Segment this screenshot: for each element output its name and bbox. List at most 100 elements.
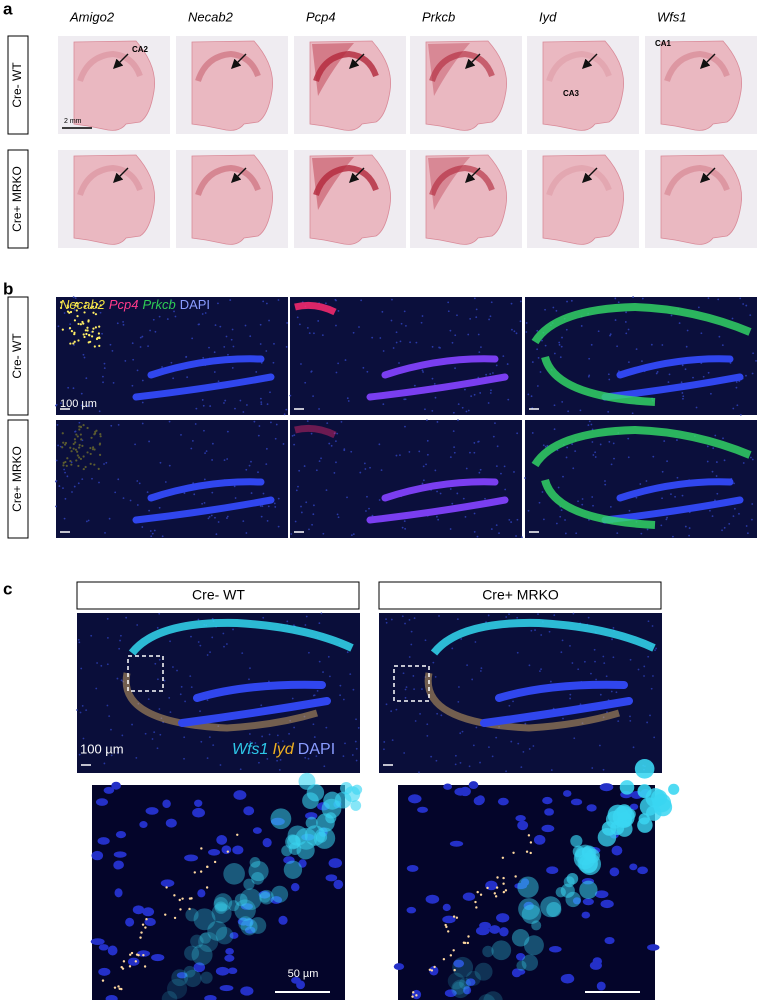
nucleus [532,745,535,747]
nucleus [63,312,66,314]
nucleus [530,629,533,632]
nucleus [553,614,556,617]
cell-signal [298,772,316,790]
cell-signal [185,908,199,922]
nucleus [604,480,606,482]
nucleus [119,639,121,642]
nucleus [107,945,118,956]
signal-dot [97,332,100,335]
nucleus [122,320,125,323]
nucleus [461,406,464,409]
nucleus [574,450,577,453]
nucleus [721,344,724,347]
nucleus [87,519,90,522]
nucleus [148,440,150,443]
nucleus [401,615,404,618]
signal-dot [128,965,132,968]
nucleus [661,470,664,473]
signal-dot [76,454,79,457]
nucleus [308,528,310,531]
nucleus [520,878,530,887]
nucleus [254,742,257,744]
signal-dot [61,432,64,435]
nucleus [553,428,556,431]
nucleus [562,717,564,720]
nucleus [322,532,325,535]
signal-dot [200,847,203,850]
nucleus [525,322,528,324]
nucleus [199,644,202,647]
nucleus [219,984,234,992]
nucleus [541,339,543,342]
nucleus [607,373,610,376]
tissue-section [191,40,273,131]
nucleus [260,401,263,403]
nucleus [434,675,437,678]
nucleus [149,329,152,332]
nucleus [80,404,83,407]
nucleus [390,710,393,713]
nucleus [553,404,556,407]
nucleus [293,434,296,436]
nucleus [204,995,217,1000]
signal-dot [144,926,147,929]
nucleus [639,483,642,485]
nucleus [643,665,646,668]
signal-dot [61,446,64,449]
nucleus [478,351,481,353]
nucleus [599,783,614,792]
nucleus [223,402,225,404]
nucleus [207,517,210,520]
nucleus [522,751,525,753]
nucleus [55,505,57,508]
nucleus [296,316,299,319]
nucleus [541,824,555,833]
nucleus [608,378,611,381]
nucleus [183,492,186,495]
nucleus [395,331,398,334]
nucleus [456,618,459,621]
nucleus [439,492,442,495]
cell-signal [199,932,211,944]
nucleus [607,410,610,413]
tissue-section [660,40,742,131]
signal-dot [165,886,168,889]
nucleus [189,675,192,677]
nucleus [85,377,88,380]
nucleus [213,351,216,354]
signal-dot [428,968,432,972]
cell-signal [521,954,539,971]
cell-signal [555,887,566,898]
hippocampus-signal [546,164,612,197]
nucleus [382,403,385,406]
nucleus [98,967,111,976]
nucleus [447,301,450,304]
nucleus [473,512,476,515]
nucleus [312,513,315,516]
nucleus [231,367,234,369]
nucleus [385,621,388,624]
nucleus [257,471,259,474]
signal-dot [512,851,515,854]
nucleus [290,883,300,892]
nucleus [751,372,754,375]
cell-signal [321,798,342,819]
nucleus [266,519,269,522]
nucleus [106,704,109,707]
nucleus [403,752,406,754]
nucleus [475,926,490,936]
nucleus [151,738,154,740]
signal-dot [62,441,65,444]
signal-dot [501,856,505,859]
nucleus [504,488,507,491]
nucleus [410,630,413,633]
nucleus [652,455,655,458]
nucleus [214,516,216,519]
nucleus [82,353,85,356]
nucleus [76,709,78,711]
nucleus [318,408,320,410]
nucleus [265,463,268,466]
nucleus [74,297,77,300]
nucleus [516,953,526,961]
nucleus [661,344,664,346]
